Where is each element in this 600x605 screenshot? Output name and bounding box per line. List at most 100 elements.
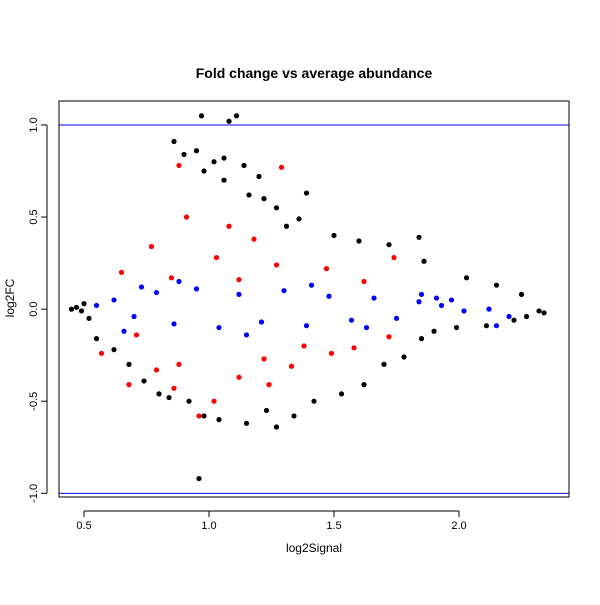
data-point: [171, 321, 177, 327]
data-point: [193, 148, 200, 154]
data-point: [511, 317, 517, 323]
data-point: [171, 385, 177, 391]
data-point: [156, 391, 162, 397]
x-tick-label: 2.0: [451, 520, 466, 532]
data-point: [153, 289, 160, 296]
data-point: [461, 308, 467, 314]
data-point: [291, 413, 297, 419]
data-point: [351, 345, 357, 351]
y-axis: -1.0 -0.5 0.0 0.5 1.0: [28, 117, 48, 503]
data-point: [243, 420, 250, 426]
data-point: [431, 328, 437, 334]
data-point: [93, 336, 100, 342]
y-axis-label: log2FC: [3, 278, 17, 317]
data-point: [536, 308, 542, 314]
y-tick-label: 0.5: [28, 209, 40, 224]
data-point: [148, 243, 155, 250]
data-point: [381, 361, 387, 367]
data-point: [418, 336, 425, 342]
data-point: [251, 236, 257, 242]
data-point: [201, 413, 207, 419]
data-point: [391, 254, 397, 261]
data-point: [328, 350, 335, 356]
data-point: [221, 177, 227, 183]
data-point: [386, 242, 392, 248]
data-point: [323, 266, 330, 272]
data-point: [288, 363, 295, 369]
data-point: [393, 315, 400, 321]
data-point: [126, 361, 132, 367]
y-tick-label: -0.5: [28, 392, 40, 411]
data-point: [416, 234, 422, 240]
data-point: [176, 278, 182, 285]
data-point: [273, 424, 280, 430]
data-point: [541, 310, 547, 316]
data-point: [348, 317, 355, 323]
data-point: [493, 282, 500, 288]
data-point: [463, 275, 470, 281]
data-point: [278, 164, 285, 170]
data-point: [371, 295, 377, 301]
data-point: [236, 291, 242, 297]
data-point: [236, 277, 242, 283]
reference-lines: [59, 124, 569, 494]
data-point: [258, 319, 265, 325]
data-point: [196, 413, 202, 419]
x-tick-label: 0.5: [76, 520, 91, 532]
data-point: [226, 223, 232, 229]
data-point: [356, 238, 362, 244]
data-point: [193, 286, 200, 292]
data-point: [263, 407, 270, 414]
data-point: [331, 232, 337, 239]
data-point: [418, 291, 425, 297]
data-point: [303, 323, 310, 329]
data-point: [98, 350, 105, 356]
data-point: [201, 168, 207, 174]
data-point: [483, 323, 490, 329]
data-point: [198, 113, 205, 119]
data-point: [308, 282, 315, 288]
data-point: [121, 328, 127, 334]
data-point: [523, 313, 530, 320]
data-point: [361, 382, 367, 388]
data-point: [78, 308, 85, 314]
data-point: [326, 293, 332, 299]
data-point: [81, 301, 87, 307]
data-point: [241, 162, 247, 169]
data-point: [211, 398, 217, 404]
data-point: [301, 343, 307, 349]
x-axis: 0.5 1.0 1.5 2.0: [76, 510, 467, 532]
data-point: [216, 417, 222, 423]
data-point: [126, 382, 132, 388]
data-point: [401, 354, 407, 360]
data-point: [236, 374, 242, 380]
data-point: [421, 258, 427, 264]
data-point: [233, 113, 240, 119]
data-point: [493, 323, 500, 329]
plot-frame: [58, 100, 570, 498]
data-point: [416, 299, 422, 305]
data-point: [131, 313, 137, 320]
data-point: [133, 332, 140, 338]
data-point: [141, 378, 147, 384]
data-point: [311, 398, 317, 404]
data-point: [361, 278, 367, 285]
data-point: [111, 297, 117, 303]
chart-title: Fold change vs average abundance: [196, 65, 433, 81]
data-point: [93, 302, 100, 309]
data-point: [283, 223, 290, 229]
data-point: [183, 214, 190, 220]
data-points: [68, 113, 547, 482]
data-point: [281, 288, 287, 294]
data-point: [266, 382, 272, 388]
data-point: [186, 398, 192, 404]
data-point: [196, 475, 202, 482]
data-point: [138, 284, 145, 290]
x-tick-label: 1.0: [201, 520, 216, 532]
data-point: [216, 324, 222, 331]
data-point: [153, 367, 160, 373]
y-tick-label: 0.0: [28, 301, 40, 316]
data-point: [211, 159, 217, 165]
data-point: [448, 297, 455, 303]
